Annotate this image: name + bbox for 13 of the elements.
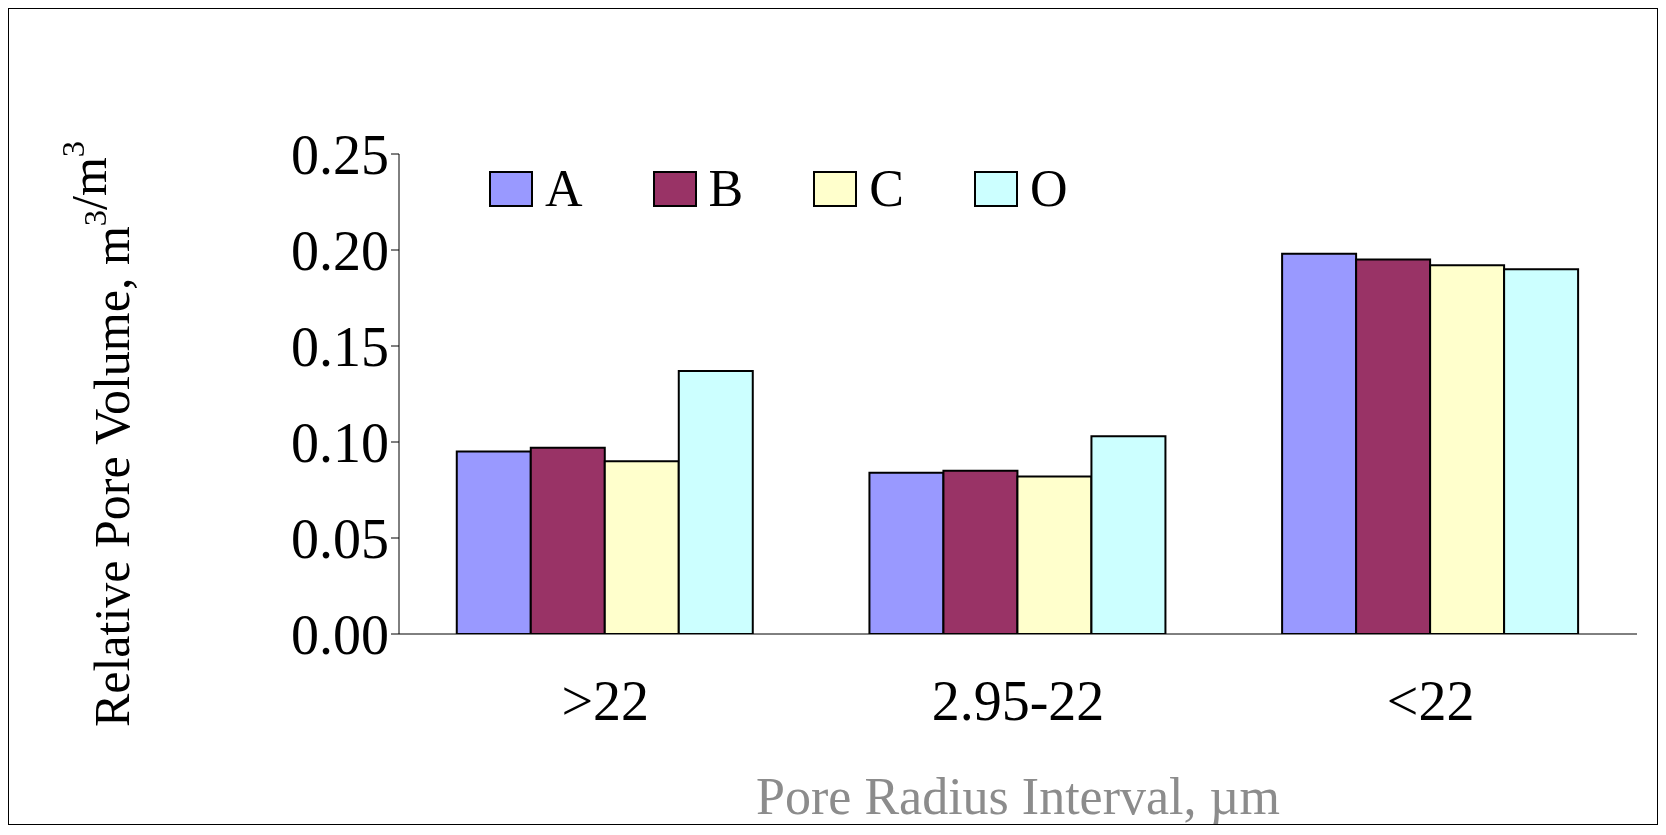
y-tick-label: 0.15 — [291, 315, 389, 378]
legend-label: B — [708, 159, 744, 218]
y-tick-label: 0.20 — [291, 219, 389, 282]
legend-label: O — [1029, 159, 1068, 218]
y-tick-label: 0.05 — [291, 507, 389, 570]
y-tick-label: 0.00 — [291, 603, 389, 666]
y-tick-label: 0.25 — [291, 123, 389, 186]
y-tick-label: 0.10 — [291, 411, 389, 474]
legend-label: C — [869, 159, 904, 218]
x-tick-label: <22 — [1386, 669, 1475, 732]
x-tick-label: >22 — [561, 669, 650, 732]
x-tick-label: 2.95-22 — [931, 669, 1105, 732]
legend-label: A — [545, 159, 583, 218]
